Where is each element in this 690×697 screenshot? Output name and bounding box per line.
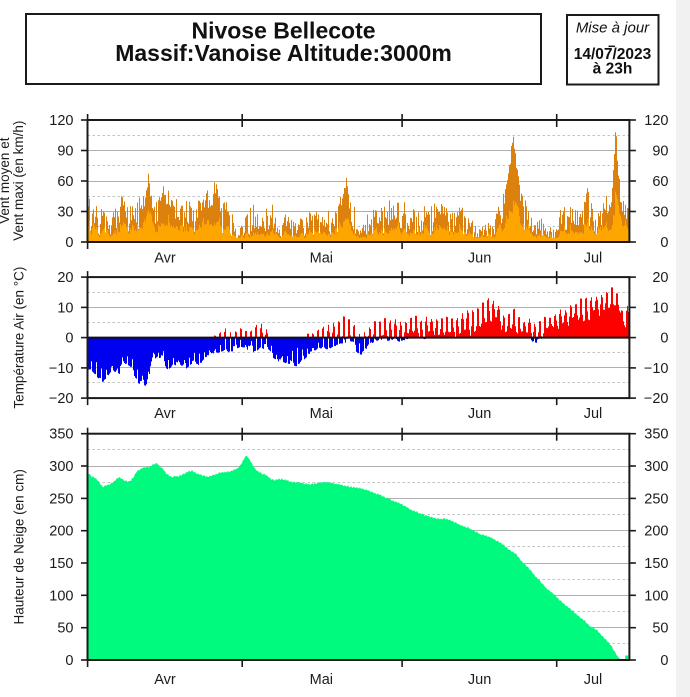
- svg-text:0: 0: [660, 235, 668, 251]
- svg-text:30: 30: [57, 205, 73, 221]
- svg-text:10: 10: [652, 300, 668, 316]
- svg-text:250: 250: [644, 491, 668, 507]
- svg-text:Avr: Avr: [154, 251, 176, 267]
- svg-text:120: 120: [644, 113, 668, 129]
- svg-text:Mai: Mai: [310, 406, 333, 422]
- svg-text:250: 250: [49, 491, 73, 507]
- svg-text:20: 20: [652, 270, 668, 286]
- svg-text:50: 50: [57, 621, 73, 637]
- svg-text:Jul: Jul: [584, 406, 603, 422]
- svg-text:100: 100: [49, 588, 73, 604]
- svg-text:10: 10: [57, 300, 73, 316]
- svg-text:Hauteur de Neige (en cm): Hauteur de Neige (en cm): [12, 469, 27, 624]
- svg-text:0: 0: [65, 653, 73, 669]
- svg-text:−20: −20: [49, 391, 74, 407]
- svg-text:14/07/2023: 14/07/2023: [574, 46, 652, 63]
- svg-text:50: 50: [652, 621, 668, 637]
- svg-text:Température Air (en °C): Température Air (en °C): [12, 267, 27, 409]
- svg-text:30: 30: [652, 205, 668, 221]
- svg-text:90: 90: [57, 144, 73, 160]
- svg-text:Mai: Mai: [310, 251, 333, 267]
- svg-text:Jul: Jul: [584, 672, 603, 688]
- svg-text:60: 60: [652, 174, 668, 190]
- svg-text:Jun: Jun: [468, 406, 491, 422]
- svg-text:350: 350: [49, 427, 73, 443]
- svg-text:200: 200: [644, 524, 668, 540]
- svg-text:Avr: Avr: [154, 406, 176, 422]
- svg-text:Vent moyen et: Vent moyen et: [0, 137, 12, 224]
- svg-text:350: 350: [644, 427, 668, 443]
- svg-text:0: 0: [65, 331, 73, 347]
- svg-text:Jun: Jun: [468, 251, 491, 267]
- svg-text:0: 0: [65, 235, 73, 251]
- svg-text:0: 0: [660, 653, 668, 669]
- svg-text:Massif:Vanoise Altitude:3000m: Massif:Vanoise Altitude:3000m: [115, 40, 452, 66]
- svg-text:Jul: Jul: [584, 251, 603, 267]
- svg-text:Vent maxi (en km/h): Vent maxi (en km/h): [11, 121, 26, 241]
- svg-text:−10: −10: [644, 361, 669, 377]
- svg-text:−20: −20: [644, 391, 669, 407]
- svg-text:Avr: Avr: [154, 672, 176, 688]
- svg-text:120: 120: [49, 113, 73, 129]
- svg-text:à 23h: à 23h: [593, 61, 633, 78]
- svg-text:90: 90: [652, 144, 668, 160]
- svg-text:150: 150: [644, 556, 668, 572]
- svg-text:200: 200: [49, 524, 73, 540]
- svg-text:150: 150: [49, 556, 73, 572]
- svg-text:Mise à jour: Mise à jour: [576, 20, 650, 37]
- svg-text:−10: −10: [49, 361, 74, 377]
- svg-text:0: 0: [660, 331, 668, 347]
- svg-text:300: 300: [49, 459, 73, 475]
- svg-text:Nivose Bellecote: Nivose Bellecote: [191, 18, 375, 44]
- svg-text:60: 60: [57, 174, 73, 190]
- svg-text:Jun: Jun: [468, 672, 491, 688]
- svg-text:20: 20: [57, 270, 73, 286]
- svg-text:Mai: Mai: [310, 672, 333, 688]
- svg-text:100: 100: [644, 588, 668, 604]
- svg-text:300: 300: [644, 459, 668, 475]
